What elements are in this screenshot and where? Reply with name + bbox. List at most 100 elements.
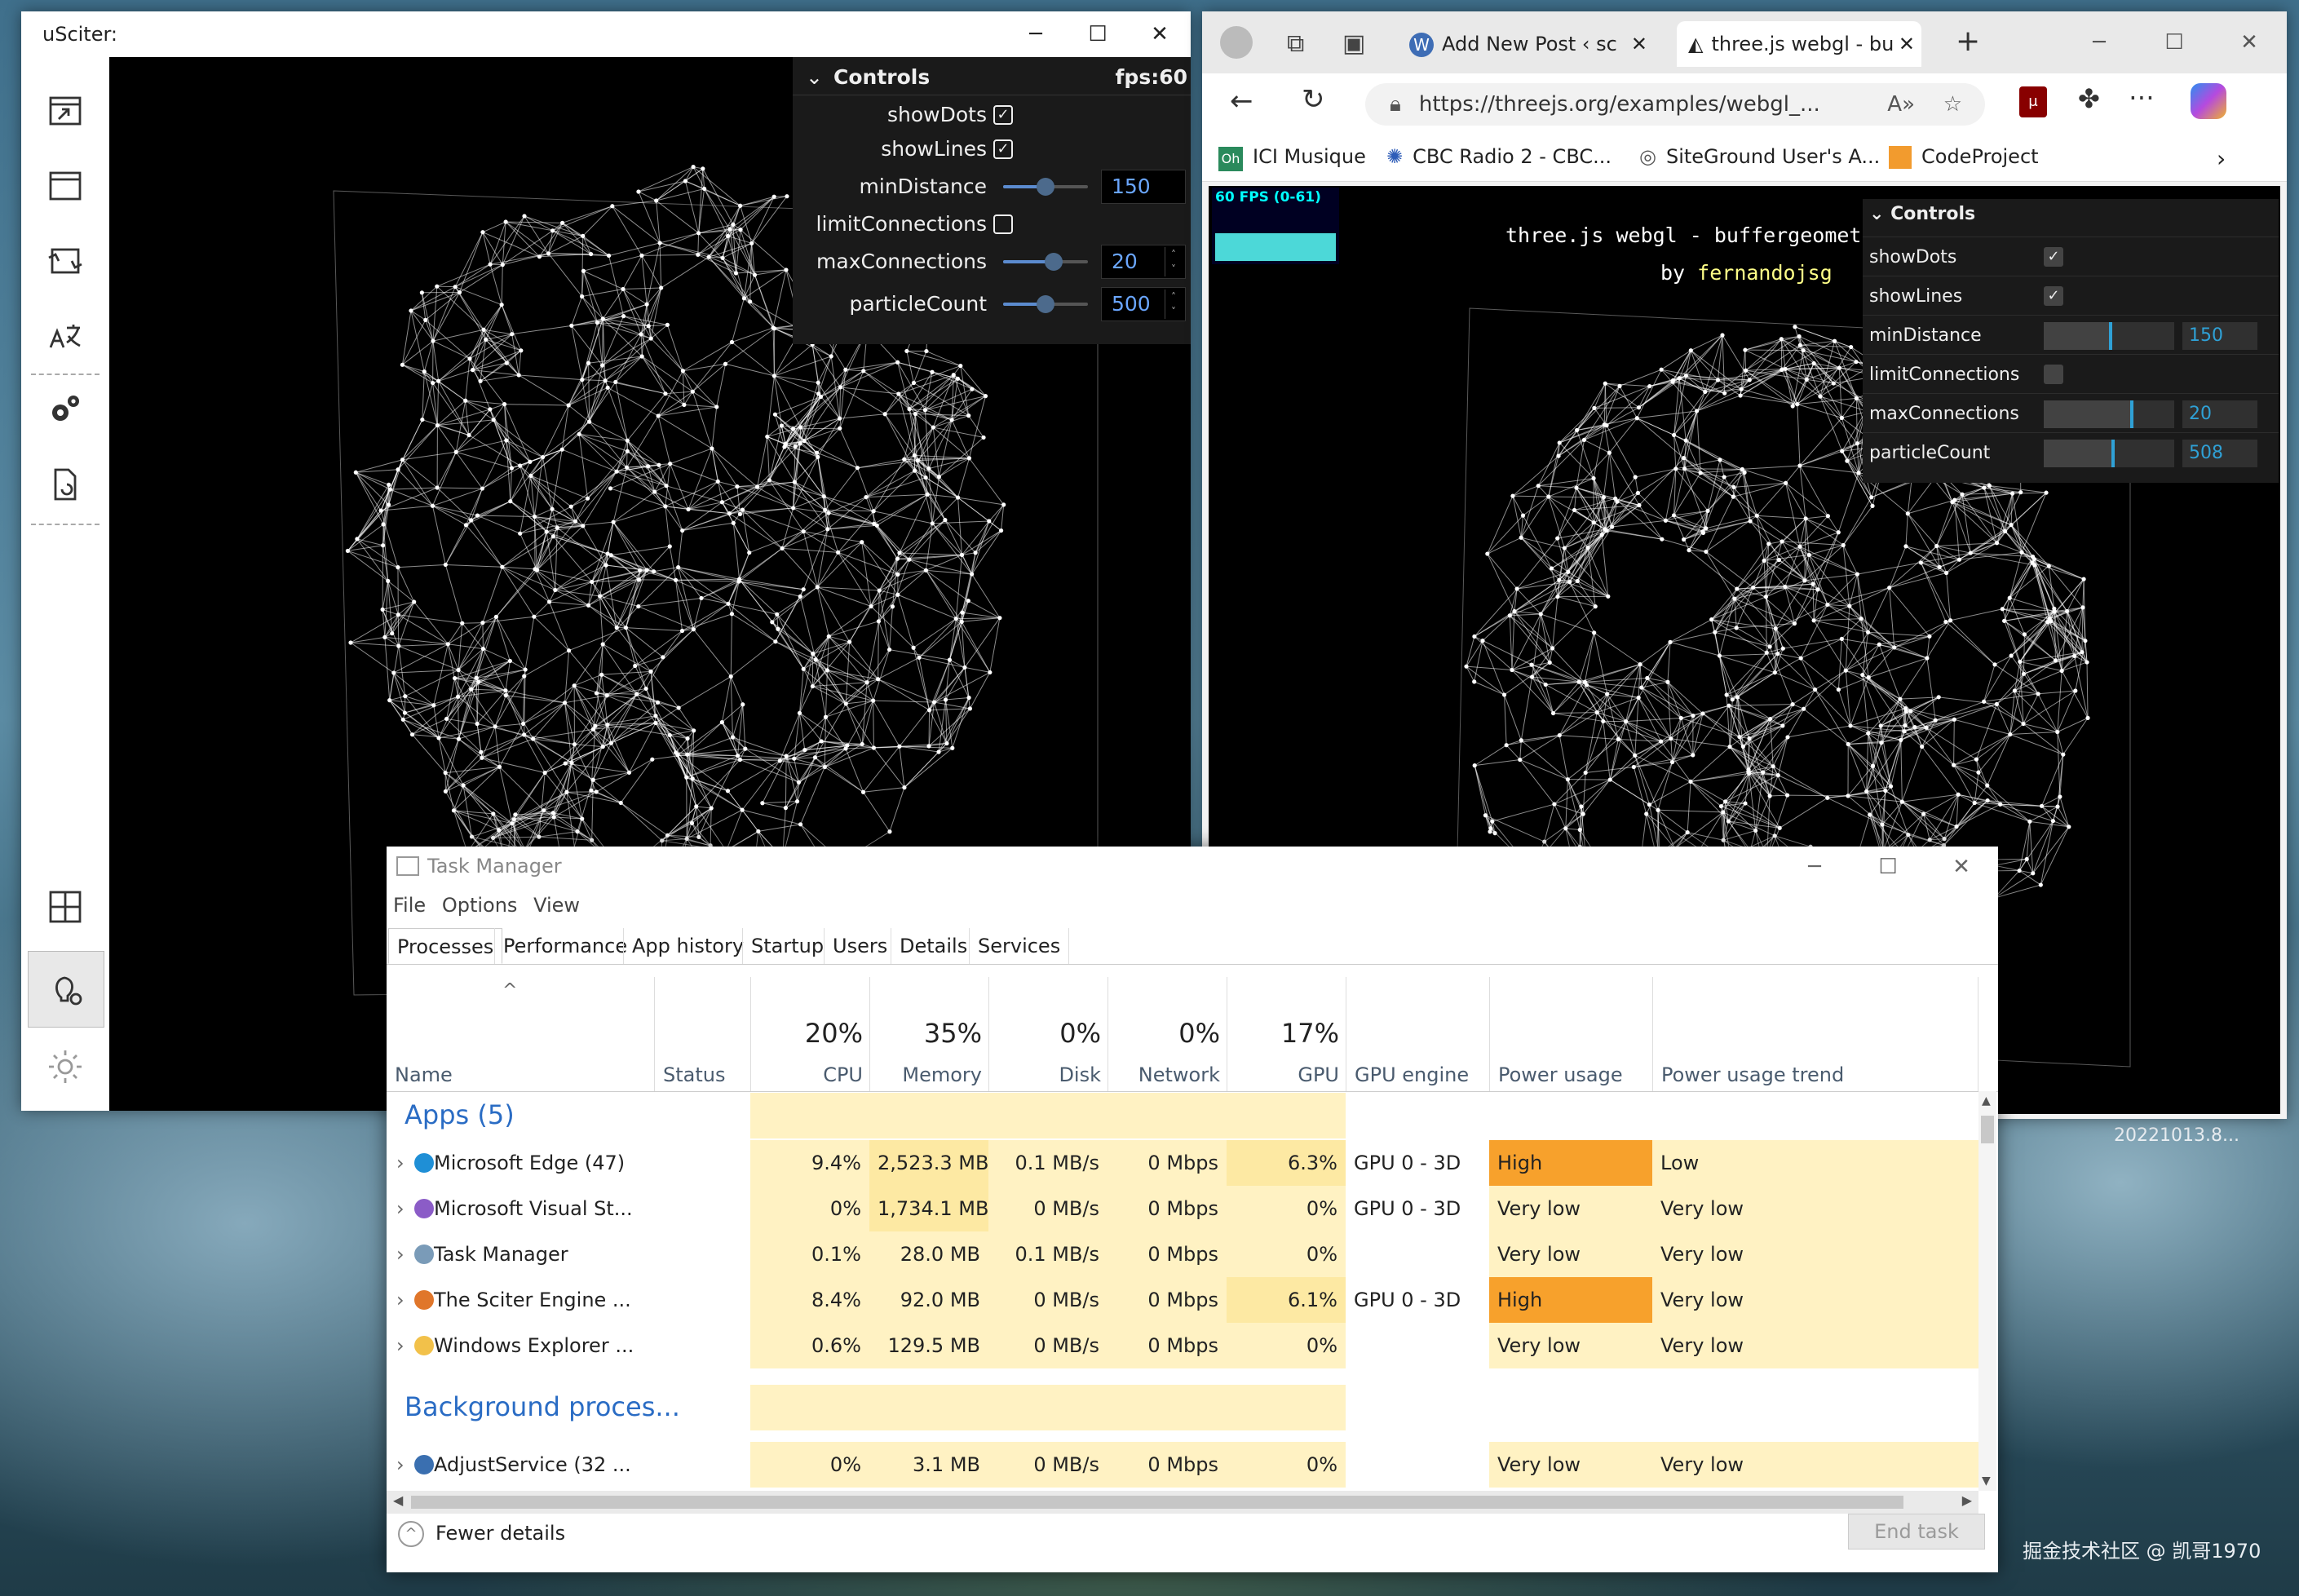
translate-icon[interactable] bbox=[46, 316, 85, 356]
tab-startup[interactable]: Startup bbox=[742, 928, 832, 964]
menu-file[interactable]: File bbox=[393, 894, 427, 917]
menu-view[interactable]: View bbox=[533, 894, 581, 917]
grid-icon[interactable] bbox=[46, 887, 85, 926]
close-tab-icon[interactable]: ✕ bbox=[1630, 33, 1647, 55]
scroll-thumb[interactable] bbox=[411, 1496, 1903, 1509]
maxconnections-input[interactable]: 20 bbox=[2182, 400, 2257, 428]
scroll-left-icon[interactable]: ◀ bbox=[393, 1492, 404, 1508]
controls-header[interactable]: ⌄ Controls bbox=[1863, 199, 2279, 230]
scroll-right-icon[interactable]: ▶ bbox=[1961, 1492, 1972, 1508]
table-row[interactable]: › AdjustService (32 ... 0% 3.1 MB 0 MB/s 0 Mb… bbox=[387, 1442, 1978, 1488]
spinner-icon[interactable]: ˄ ˅ bbox=[1165, 247, 1182, 276]
column-gpu[interactable]: 17% GPU bbox=[1227, 977, 1346, 1091]
table-row[interactable]: › The Sciter Engine ... 8.4% 92.0 MB 0 MB/s 0… bbox=[387, 1277, 1978, 1323]
bookmark-ici-musique[interactable]: Oh ICI Musique bbox=[1218, 145, 1366, 171]
maximize-button[interactable]: ☐ bbox=[1878, 855, 1898, 879]
tab-details[interactable]: Details bbox=[891, 928, 975, 964]
mindistance-slider[interactable] bbox=[2044, 322, 2174, 350]
column-status[interactable]: Status bbox=[654, 977, 750, 1091]
url-field[interactable]: 🔒︎ https://threejs.org/examples/webgl_...… bbox=[1365, 83, 1985, 126]
showlines-checkbox[interactable]: ✓ bbox=[993, 139, 1013, 159]
table-row[interactable]: › Microsoft Edge (47) 9.4% 2,523.3 MB 0.1 MB… bbox=[387, 1140, 1978, 1186]
expand-chevron-icon[interactable]: › bbox=[396, 1197, 405, 1220]
column-network[interactable]: 0% Network bbox=[1107, 977, 1227, 1091]
minimize-button[interactable]: ─ bbox=[1808, 855, 1821, 879]
group-apps[interactable]: Apps (5) bbox=[387, 1093, 1978, 1138]
close-button[interactable]: ✕ bbox=[2240, 30, 2258, 55]
limitconnections-checkbox[interactable] bbox=[993, 214, 1013, 234]
column-cpu[interactable]: 20% CPU bbox=[750, 977, 869, 1091]
particlecount-slider[interactable] bbox=[1003, 295, 1088, 313]
document-refresh-icon[interactable] bbox=[46, 465, 85, 504]
close-tab-icon[interactable]: ✕ bbox=[1898, 33, 1915, 55]
refresh-icon[interactable]: ↻ bbox=[1302, 83, 1325, 116]
expand-chevron-icon[interactable]: › bbox=[396, 1453, 405, 1476]
tab-performance[interactable]: Performance bbox=[494, 928, 635, 964]
scroll-thumb[interactable] bbox=[1981, 1116, 1994, 1143]
column-power-usage[interactable]: Power usage bbox=[1489, 977, 1652, 1091]
window-icon[interactable] bbox=[46, 166, 85, 206]
mindistance-input[interactable]: 150 bbox=[1101, 170, 1186, 204]
table-row[interactable]: › Microsoft Visual St... 0% 1,734.1 MB 0 MB/… bbox=[387, 1186, 1978, 1231]
tab-app-history[interactable]: App history bbox=[623, 928, 752, 964]
maxconnections-slider[interactable] bbox=[2044, 400, 2174, 428]
close-button[interactable]: ✕ bbox=[1952, 855, 1970, 879]
vertical-scrollbar[interactable]: ▲ ▼ bbox=[1978, 1091, 1996, 1491]
tab-services[interactable]: Services bbox=[969, 928, 1070, 964]
author-link[interactable]: fernandojsg bbox=[1697, 261, 1833, 285]
maximize-button[interactable]: ☐ bbox=[2164, 30, 2184, 55]
maxconnections-slider[interactable] bbox=[1003, 253, 1088, 271]
back-icon[interactable]: ← bbox=[1230, 85, 1253, 117]
column-gpu-engine[interactable]: GPU engine bbox=[1346, 977, 1489, 1091]
expand-chevron-icon[interactable]: › bbox=[396, 1152, 405, 1174]
profile-avatar[interactable] bbox=[1220, 26, 1253, 59]
showdots-checkbox[interactable]: ✓ bbox=[993, 105, 1013, 125]
scroll-up-icon[interactable]: ▲ bbox=[1982, 1094, 1991, 1107]
usciter-titlebar[interactable]: uSciter: ─ ☐ ✕ bbox=[21, 11, 1191, 57]
end-task-button[interactable]: End task bbox=[1848, 1514, 1985, 1550]
tab-users[interactable]: Users bbox=[824, 928, 895, 964]
maxconnections-input[interactable]: 20 ˄ ˅ bbox=[1101, 245, 1186, 279]
particlecount-input[interactable]: 508 bbox=[2182, 440, 2257, 467]
copilot-icon[interactable] bbox=[2191, 83, 2226, 119]
tab-add-new-post[interactable]: W Add New Post ‹ sc ✕ bbox=[1409, 21, 1654, 67]
scroll-down-icon[interactable]: ▼ bbox=[1982, 1474, 1991, 1488]
limitconnections-checkbox[interactable] bbox=[2044, 365, 2063, 384]
showlines-checkbox[interactable]: ✓ bbox=[2044, 286, 2063, 306]
bookmark-cbc-radio[interactable]: ✺ CBC Radio 2 - CBC... bbox=[1386, 145, 1612, 168]
column-power-trend[interactable]: Power usage trend bbox=[1652, 977, 1978, 1091]
more-menu-icon[interactable]: ⋯ bbox=[2129, 82, 2155, 113]
tab-processes[interactable]: Processes bbox=[388, 928, 503, 964]
table-row[interactable]: › Task Manager 0.1% 28.0 MB 0.1 MB/s 0 Mbps 0%… bbox=[387, 1231, 1978, 1277]
expand-chevron-icon[interactable]: › bbox=[396, 1243, 405, 1266]
favorite-star-icon[interactable]: ☆ bbox=[1943, 92, 1962, 117]
bookmark-codeproject[interactable]: CodeProject bbox=[1889, 145, 2039, 169]
inspector-button[interactable] bbox=[28, 951, 104, 1028]
minimize-button[interactable]: ─ bbox=[2093, 30, 2106, 55]
menu-options[interactable]: Options bbox=[441, 894, 518, 917]
close-button[interactable]: ✕ bbox=[1151, 22, 1169, 46]
open-window-icon[interactable] bbox=[46, 91, 85, 130]
tab-threejs[interactable]: ◭ three.js webgl - bu ✕ bbox=[1677, 21, 1921, 67]
column-memory[interactable]: 35% Memory bbox=[869, 977, 988, 1091]
particlecount-slider[interactable] bbox=[2044, 440, 2174, 467]
spinner-icon[interactable]: ˄ ˅ bbox=[1165, 290, 1182, 319]
column-name[interactable]: ^ Name bbox=[387, 977, 654, 1091]
column-disk[interactable]: 0% Disk bbox=[988, 977, 1107, 1091]
showdots-checkbox[interactable]: ✓ bbox=[2044, 247, 2063, 267]
gears-icon[interactable] bbox=[46, 390, 85, 429]
bookmark-siteground[interactable]: ◎ SiteGround User's A... bbox=[1639, 145, 1880, 168]
fewer-details-toggle[interactable]: ^ Fewer details bbox=[398, 1515, 565, 1551]
table-row[interactable]: › Windows Explorer ... 0.6% 129.5 MB 0 MB/s 0… bbox=[387, 1323, 1978, 1368]
mindistance-input[interactable]: 150 bbox=[2182, 322, 2257, 350]
minimize-button[interactable]: ─ bbox=[1029, 22, 1042, 46]
expand-chevron-icon[interactable]: › bbox=[396, 1334, 405, 1357]
expand-chevron-icon[interactable]: › bbox=[396, 1289, 405, 1311]
ublock-icon[interactable]: μ bbox=[2019, 86, 2047, 117]
extensions-icon[interactable]: ✤ bbox=[2078, 83, 2100, 114]
particlecount-input[interactable]: 500 ˄ ˅ bbox=[1101, 287, 1186, 321]
horizontal-scrollbar[interactable]: ◀ ▶ bbox=[387, 1491, 1978, 1514]
reload-icon[interactable] bbox=[46, 241, 85, 281]
collections-icon[interactable]: ⧉ bbox=[1287, 29, 1305, 58]
mindistance-slider[interactable] bbox=[1003, 178, 1088, 196]
